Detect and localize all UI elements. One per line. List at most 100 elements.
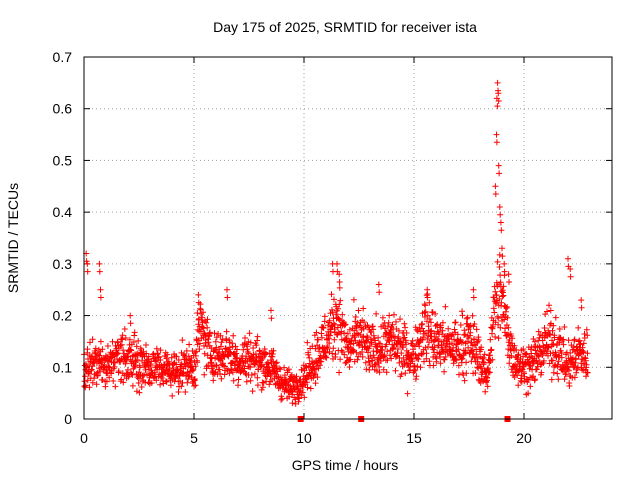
data-point	[348, 337, 355, 344]
data-point	[315, 365, 322, 372]
data-point	[484, 375, 491, 381]
data-point	[207, 329, 213, 336]
data-point	[327, 332, 333, 339]
data-point	[241, 365, 248, 372]
data-point	[502, 325, 509, 332]
data-point	[565, 255, 571, 262]
data-point	[130, 339, 137, 345]
data-point	[167, 382, 174, 389]
data-point	[560, 341, 567, 348]
data-point	[112, 359, 118, 366]
data-point	[528, 350, 535, 357]
data-point	[392, 367, 399, 374]
data-point	[336, 284, 343, 291]
data-point	[475, 337, 482, 343]
data-point	[185, 373, 192, 380]
data-point	[445, 325, 452, 332]
data-point	[463, 370, 470, 377]
data-point	[120, 347, 127, 354]
data-point	[414, 355, 421, 362]
data-point	[341, 322, 348, 329]
data-point	[583, 326, 590, 333]
data-point	[304, 384, 311, 391]
data-point	[528, 374, 535, 381]
data-point	[464, 338, 471, 345]
data-point	[242, 335, 248, 341]
data-point	[461, 377, 468, 384]
data-point	[336, 301, 343, 308]
data-point	[437, 354, 444, 360]
data-point	[169, 392, 176, 399]
data-point	[145, 353, 152, 360]
data-point	[437, 360, 444, 367]
data-point	[326, 340, 333, 347]
data-point	[583, 361, 590, 368]
data-point	[485, 369, 492, 376]
data-point	[583, 373, 589, 380]
data-point	[548, 376, 555, 383]
data-point	[437, 324, 444, 331]
data-point	[331, 321, 338, 328]
data-point	[84, 346, 91, 353]
data-point	[336, 271, 343, 278]
data-point	[387, 352, 393, 359]
data-point	[344, 330, 351, 337]
data-point	[532, 376, 539, 383]
data-point	[501, 268, 508, 275]
data-point	[104, 343, 111, 349]
data-point	[547, 307, 554, 314]
data-point	[366, 343, 373, 350]
data-point	[233, 350, 240, 357]
data-point	[381, 352, 388, 359]
data-point	[127, 320, 134, 327]
data-point	[495, 162, 502, 169]
data-point	[224, 294, 231, 301]
data-point	[212, 338, 219, 345]
data-point	[328, 291, 335, 298]
data-point	[544, 308, 550, 315]
data-point	[470, 294, 477, 301]
data-point	[266, 381, 273, 388]
data-point	[304, 379, 310, 386]
data-point	[412, 324, 419, 331]
data-point	[469, 312, 476, 319]
data-point	[561, 324, 568, 330]
data-point	[422, 314, 428, 320]
data-point	[426, 316, 433, 322]
data-point	[375, 281, 382, 288]
data-point	[296, 388, 303, 395]
data-point	[341, 351, 348, 358]
data-point	[471, 321, 478, 327]
y-tick-label: 0.5	[53, 152, 73, 168]
data-point	[145, 356, 151, 363]
data-point	[97, 294, 104, 301]
data-point	[309, 343, 316, 350]
data-point	[454, 331, 461, 338]
data-point	[565, 337, 572, 344]
data-point	[418, 351, 425, 358]
data-point	[404, 390, 411, 397]
y-tick-label: 0.1	[53, 359, 73, 375]
data-point	[350, 348, 357, 355]
data-point	[497, 219, 504, 226]
data-point	[428, 327, 435, 334]
data-point	[304, 339, 311, 346]
data-point	[201, 371, 208, 378]
data-point	[363, 366, 370, 373]
data-point	[451, 326, 458, 333]
data-point	[496, 204, 503, 210]
data-point	[204, 316, 211, 323]
data-point	[472, 370, 479, 376]
data-point	[279, 395, 286, 402]
data-point	[435, 338, 442, 344]
data-point	[295, 398, 302, 405]
data-point	[178, 383, 185, 390]
data-point	[353, 323, 360, 330]
data-point	[254, 382, 261, 389]
data-point	[584, 332, 591, 339]
data-point	[321, 313, 328, 320]
data-point	[423, 355, 430, 362]
data-point	[375, 334, 382, 341]
data-point	[329, 309, 336, 316]
data-point	[335, 305, 341, 312]
